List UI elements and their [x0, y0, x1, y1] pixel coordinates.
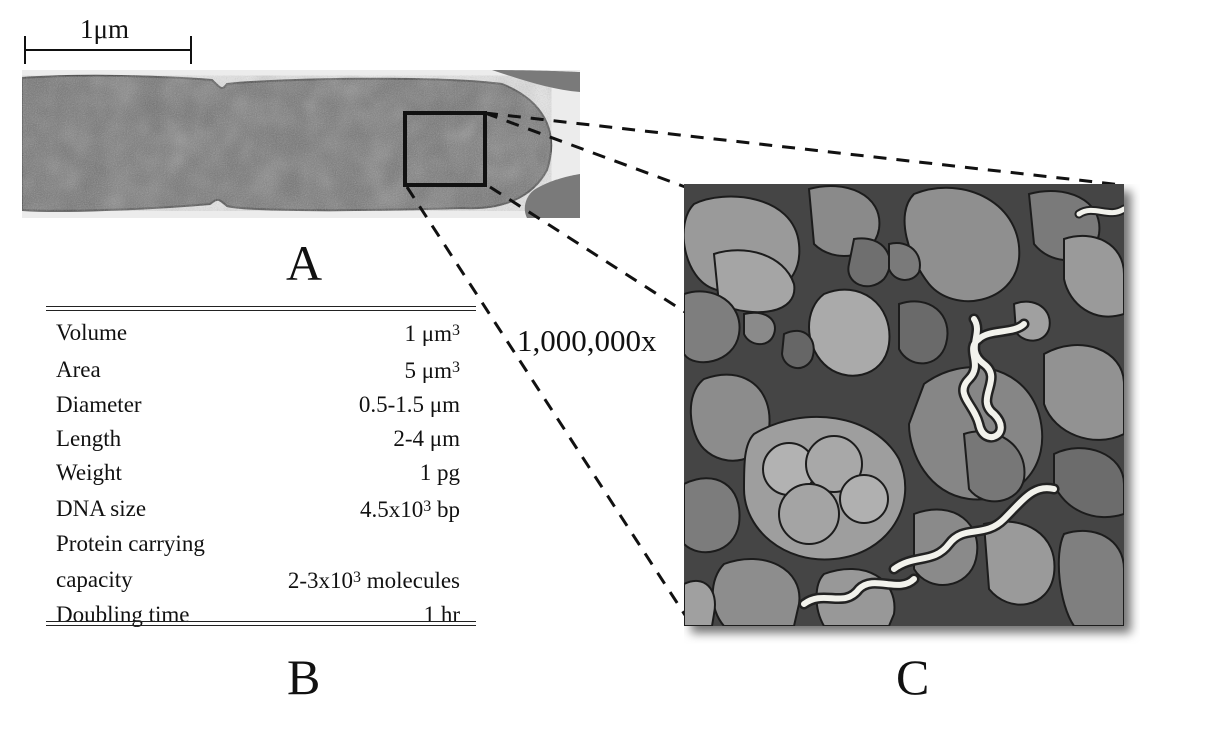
table-top-rule — [46, 306, 476, 307]
panel-label-c: C — [896, 649, 930, 705]
property-label: capacity — [56, 566, 133, 592]
table-row: DNA size 4.5x103 bp — [48, 490, 468, 527]
table-row: Protein carrying — [48, 527, 468, 561]
panel-label-b: B — [287, 649, 321, 705]
table-row: Weight 1 pg — [48, 456, 468, 490]
property-value: 1 μm3 — [404, 321, 460, 346]
table-row: Diameter 0.5-1.5 μm — [48, 388, 468, 422]
table-bottom-rule — [46, 625, 476, 626]
property-label: Weight — [56, 460, 122, 485]
table-bottom-rule — [46, 621, 476, 622]
scale-bar — [24, 36, 192, 64]
property-label: Doubling time — [56, 602, 190, 627]
property-value: 1 hr — [423, 602, 460, 627]
property-value: 2-3x103 molecules — [287, 568, 460, 593]
table-row: Area 5 μm3 — [48, 351, 468, 388]
property-label: Protein carrying — [56, 531, 205, 556]
property-value: 0.5-1.5 μm — [358, 392, 460, 417]
properties-table: Volume 1 μm3 Area 5 μm3 Diameter 0.5-1.5… — [48, 314, 468, 632]
panel-label-a: A — [286, 235, 323, 291]
property-value: 2-4 μm — [393, 426, 460, 451]
micrograph-image — [22, 70, 580, 218]
table-row: Length 2-4 μm — [48, 422, 468, 456]
property-label: Volume — [56, 319, 128, 345]
table-row: Volume 1 μm3 — [48, 314, 468, 351]
scale-bar-label: 1μm — [80, 14, 129, 44]
property-label: Diameter — [56, 392, 142, 417]
table-row: capacity 2-3x103 molecules — [48, 561, 468, 598]
property-value — [244, 527, 468, 561]
table-top-rule — [46, 310, 476, 311]
molecular-illustration — [684, 184, 1124, 626]
property-label: DNA size — [56, 495, 147, 521]
property-value: 5 μm3 — [404, 358, 460, 383]
property-value: 4.5x103 bp — [360, 497, 460, 522]
zoom-box — [403, 111, 487, 187]
property-label: Length — [56, 426, 122, 451]
property-value: 1 pg — [419, 460, 460, 485]
table-row: Doubling time 1 hr — [48, 598, 468, 632]
property-label: Area — [56, 356, 101, 382]
magnification-label: 1,000,000x — [517, 323, 657, 358]
